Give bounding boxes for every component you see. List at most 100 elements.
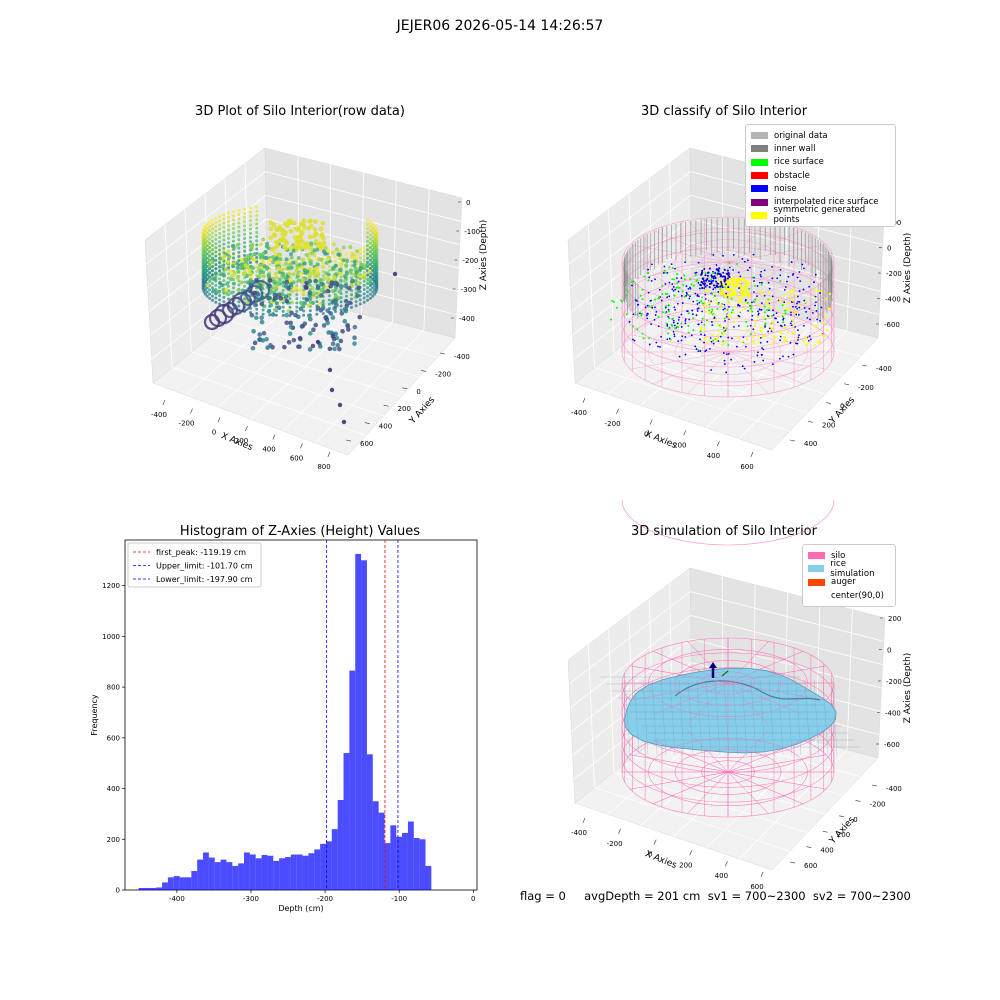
histogram-bar [261,855,268,890]
noise-point [725,371,728,374]
raw-point [368,245,372,249]
rice-surface-point [620,299,623,302]
raw-y-axis-label: Y Axies [407,395,437,427]
raw-point [373,258,377,262]
symmetric-point [825,329,829,332]
raw-point [326,256,331,261]
raw-point [325,288,331,294]
raw-point [218,269,222,273]
raw-point [358,277,362,281]
raw-point [208,296,212,300]
raw-point [302,309,306,313]
histogram-bar [349,670,356,890]
histogram-x-tick: -100 [391,895,407,903]
raw-point [243,253,247,257]
noise-point [728,305,730,308]
raw-point [245,280,250,285]
noise-point [786,280,788,283]
symmetric-point [741,340,744,343]
raw-point [265,345,270,350]
noise-point [779,269,782,271]
rice-surface-point [671,266,674,269]
symmetric-point [766,303,770,306]
raw-point [275,301,280,306]
histogram-bar [402,832,408,890]
rice-surface-point [632,280,635,283]
raw-point [315,305,321,311]
symmetric-point [705,335,708,339]
raw-point [345,252,349,256]
raw-point [324,260,329,265]
legend-swatch [751,145,768,153]
rice-surface-point [681,290,684,293]
rice-surface-point [661,284,664,287]
raw-point [243,224,247,228]
raw-point [231,231,235,235]
raw-point [221,288,226,293]
raw-point [205,231,209,235]
raw-point [255,230,259,234]
simulation-x-tick: 0 [648,851,652,859]
legend-swatch [751,198,768,206]
noise-point [770,330,773,333]
symmetric-point [721,343,724,346]
raw-point [229,290,234,295]
rice-surface-point [658,296,661,299]
raw-point [243,249,247,253]
raw-point [214,229,218,233]
noise-point [647,291,650,294]
raw-point [257,283,263,288]
classify-legend-item: noise [751,182,890,195]
noise-point [719,285,722,288]
noise-point [680,326,683,328]
symmetric-point [732,278,735,282]
noise-point [703,282,706,285]
noise-point [654,278,656,281]
raw-point [218,256,223,261]
raw-point [243,297,247,301]
histogram-bar [197,859,204,890]
noise-point [668,295,671,298]
raw-point [320,264,325,269]
raw-point [237,229,241,233]
legend-swatch [751,211,768,219]
noise-point [802,288,805,291]
legend-swatch [808,592,825,600]
raw-point [345,271,350,276]
raw-point [255,307,259,311]
mesh-line [804,679,811,756]
symmetric-point [786,331,790,334]
symmetric-point [823,335,826,338]
raw-point [362,296,366,300]
symmetric-point [727,313,730,316]
raw-point [332,346,337,352]
noise-point [645,314,648,317]
noise-point [727,274,730,277]
noise-point [710,280,713,283]
symmetric-point [821,322,825,325]
raw-point [259,315,264,321]
raw-point [237,217,241,221]
histogram-legend-label: Upper_limit: -101.70 cm [156,562,253,571]
raw-point [268,220,274,226]
noise-point [684,261,686,264]
noise-point [745,345,747,348]
legend-label: auger [831,577,856,588]
noise-point [797,313,800,316]
symmetric-point [732,321,736,324]
rice-surface-point [749,307,752,310]
legend-label: original data [774,130,828,141]
noise-point [737,324,740,327]
symmetric-point [782,313,785,316]
raw-point [295,239,301,245]
raw-point [338,284,344,290]
noise-point [671,288,674,291]
rice-surface-point [706,319,709,322]
raw-point [371,286,375,290]
noise-point [747,259,749,262]
raw-point [362,254,366,258]
noise-point [700,321,703,324]
noise-point [714,277,717,280]
